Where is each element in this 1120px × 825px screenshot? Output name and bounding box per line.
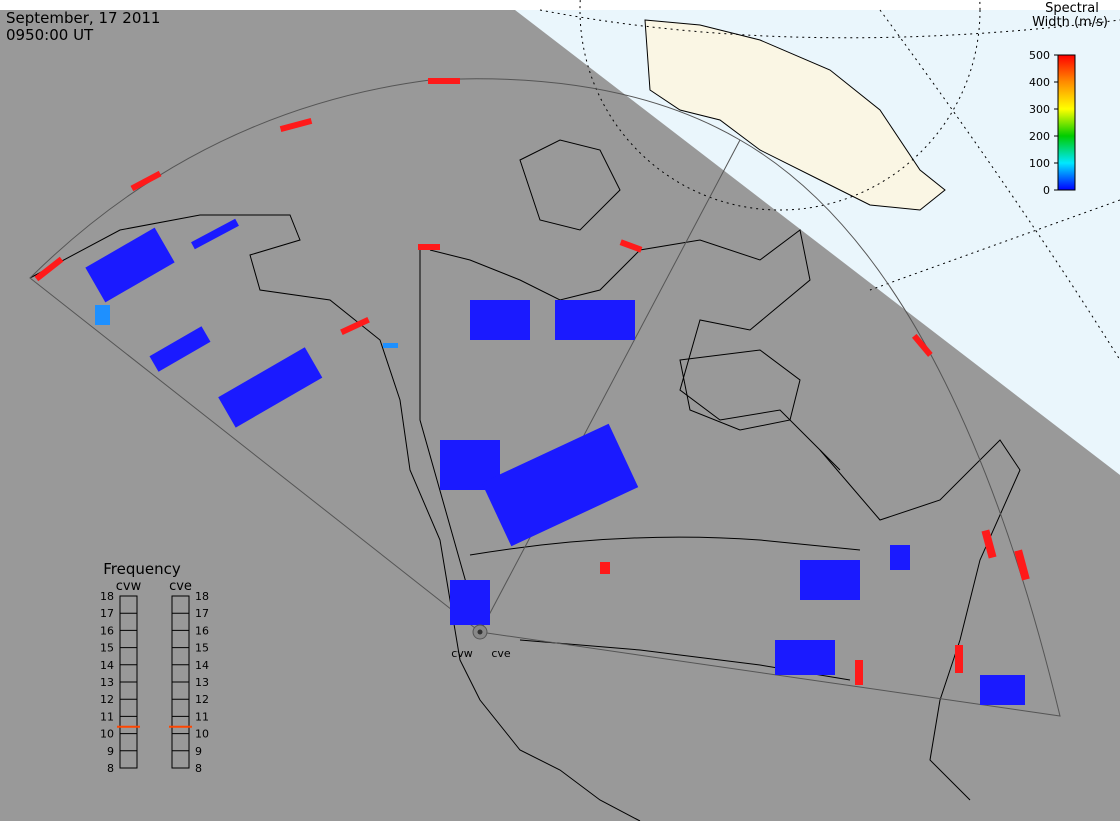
echo-cell bbox=[481, 423, 639, 547]
tick-label: 13 bbox=[195, 676, 209, 689]
tick-label: 10 bbox=[195, 728, 209, 741]
time: 0950:00 UT bbox=[6, 26, 94, 44]
fov-divider bbox=[479, 139, 741, 633]
echo-cell bbox=[383, 343, 398, 348]
echo-cell bbox=[428, 78, 460, 84]
date: September, 17 2011 bbox=[6, 9, 160, 27]
radar-name: cve bbox=[169, 579, 192, 594]
tick-label: 13 bbox=[100, 676, 114, 689]
echo-cell bbox=[218, 347, 323, 428]
radar-name: cvw bbox=[116, 579, 142, 594]
echo-cell bbox=[340, 316, 370, 336]
colorbar bbox=[1057, 54, 1076, 191]
echo-cell bbox=[95, 305, 110, 325]
tick-label: 300 bbox=[1029, 103, 1050, 116]
tick-label: 14 bbox=[195, 659, 209, 672]
colorbar-title: Width (m/s) bbox=[1032, 15, 1108, 30]
echo-cell bbox=[981, 529, 997, 559]
echo-cell bbox=[418, 244, 440, 250]
tick-label: 8 bbox=[107, 762, 114, 775]
tick-label: 0 bbox=[1043, 184, 1050, 197]
graticule bbox=[539, 0, 1120, 361]
tick-label: 15 bbox=[195, 642, 209, 655]
field-of-view bbox=[29, 78, 1061, 717]
colorbar-title: Spectral bbox=[1045, 1, 1099, 16]
echo-cell bbox=[450, 580, 490, 625]
radar-site-center bbox=[477, 629, 483, 635]
tick-label: 11 bbox=[195, 710, 209, 723]
echoes bbox=[34, 78, 1030, 705]
frequency-title: Frequency bbox=[103, 560, 181, 578]
echo-cell bbox=[191, 218, 239, 250]
tick-label: 100 bbox=[1029, 157, 1050, 170]
day-region bbox=[515, 10, 1120, 475]
tick-label: 14 bbox=[100, 659, 114, 672]
echo-cell bbox=[800, 560, 860, 600]
echo-cell bbox=[980, 675, 1025, 705]
echo-cell bbox=[470, 300, 530, 340]
tick-label: 9 bbox=[107, 745, 114, 758]
tick-label: 400 bbox=[1029, 76, 1050, 89]
echo-cell bbox=[85, 227, 175, 303]
tick-label: 12 bbox=[100, 693, 114, 706]
tick-label: 18 bbox=[195, 590, 209, 603]
echo-cell bbox=[34, 256, 64, 282]
echo-cell bbox=[955, 645, 963, 673]
echo-cell bbox=[1014, 549, 1030, 581]
tick-label: 18 bbox=[100, 590, 114, 603]
echo-cell bbox=[890, 545, 910, 570]
coastlines bbox=[29, 139, 1021, 822]
echo-cell bbox=[911, 333, 933, 357]
echo-cell bbox=[775, 640, 835, 675]
echo-cell bbox=[600, 562, 610, 574]
tick-label: 9 bbox=[195, 745, 202, 758]
tick-label: 17 bbox=[195, 607, 209, 620]
tick-label: 17 bbox=[100, 607, 114, 620]
tick-label: 16 bbox=[100, 624, 114, 637]
tick-label: 10 bbox=[100, 728, 114, 741]
echo-cell bbox=[279, 117, 313, 133]
radar-label: cve bbox=[491, 647, 511, 660]
echo-cell bbox=[619, 239, 643, 253]
tick-label: 11 bbox=[100, 710, 114, 723]
greenland bbox=[644, 19, 946, 211]
echo-cell bbox=[130, 170, 162, 192]
echo-cell bbox=[149, 326, 211, 372]
tick-label: 500 bbox=[1029, 49, 1050, 62]
echo-cell bbox=[855, 660, 863, 685]
radar-label: cvw bbox=[451, 647, 473, 660]
tick-label: 200 bbox=[1029, 130, 1050, 143]
tick-label: 16 bbox=[195, 624, 209, 637]
tick-label: 12 bbox=[195, 693, 209, 706]
tick-label: 8 bbox=[195, 762, 202, 775]
echo-cell bbox=[555, 300, 635, 340]
tick-label: 15 bbox=[100, 642, 114, 655]
